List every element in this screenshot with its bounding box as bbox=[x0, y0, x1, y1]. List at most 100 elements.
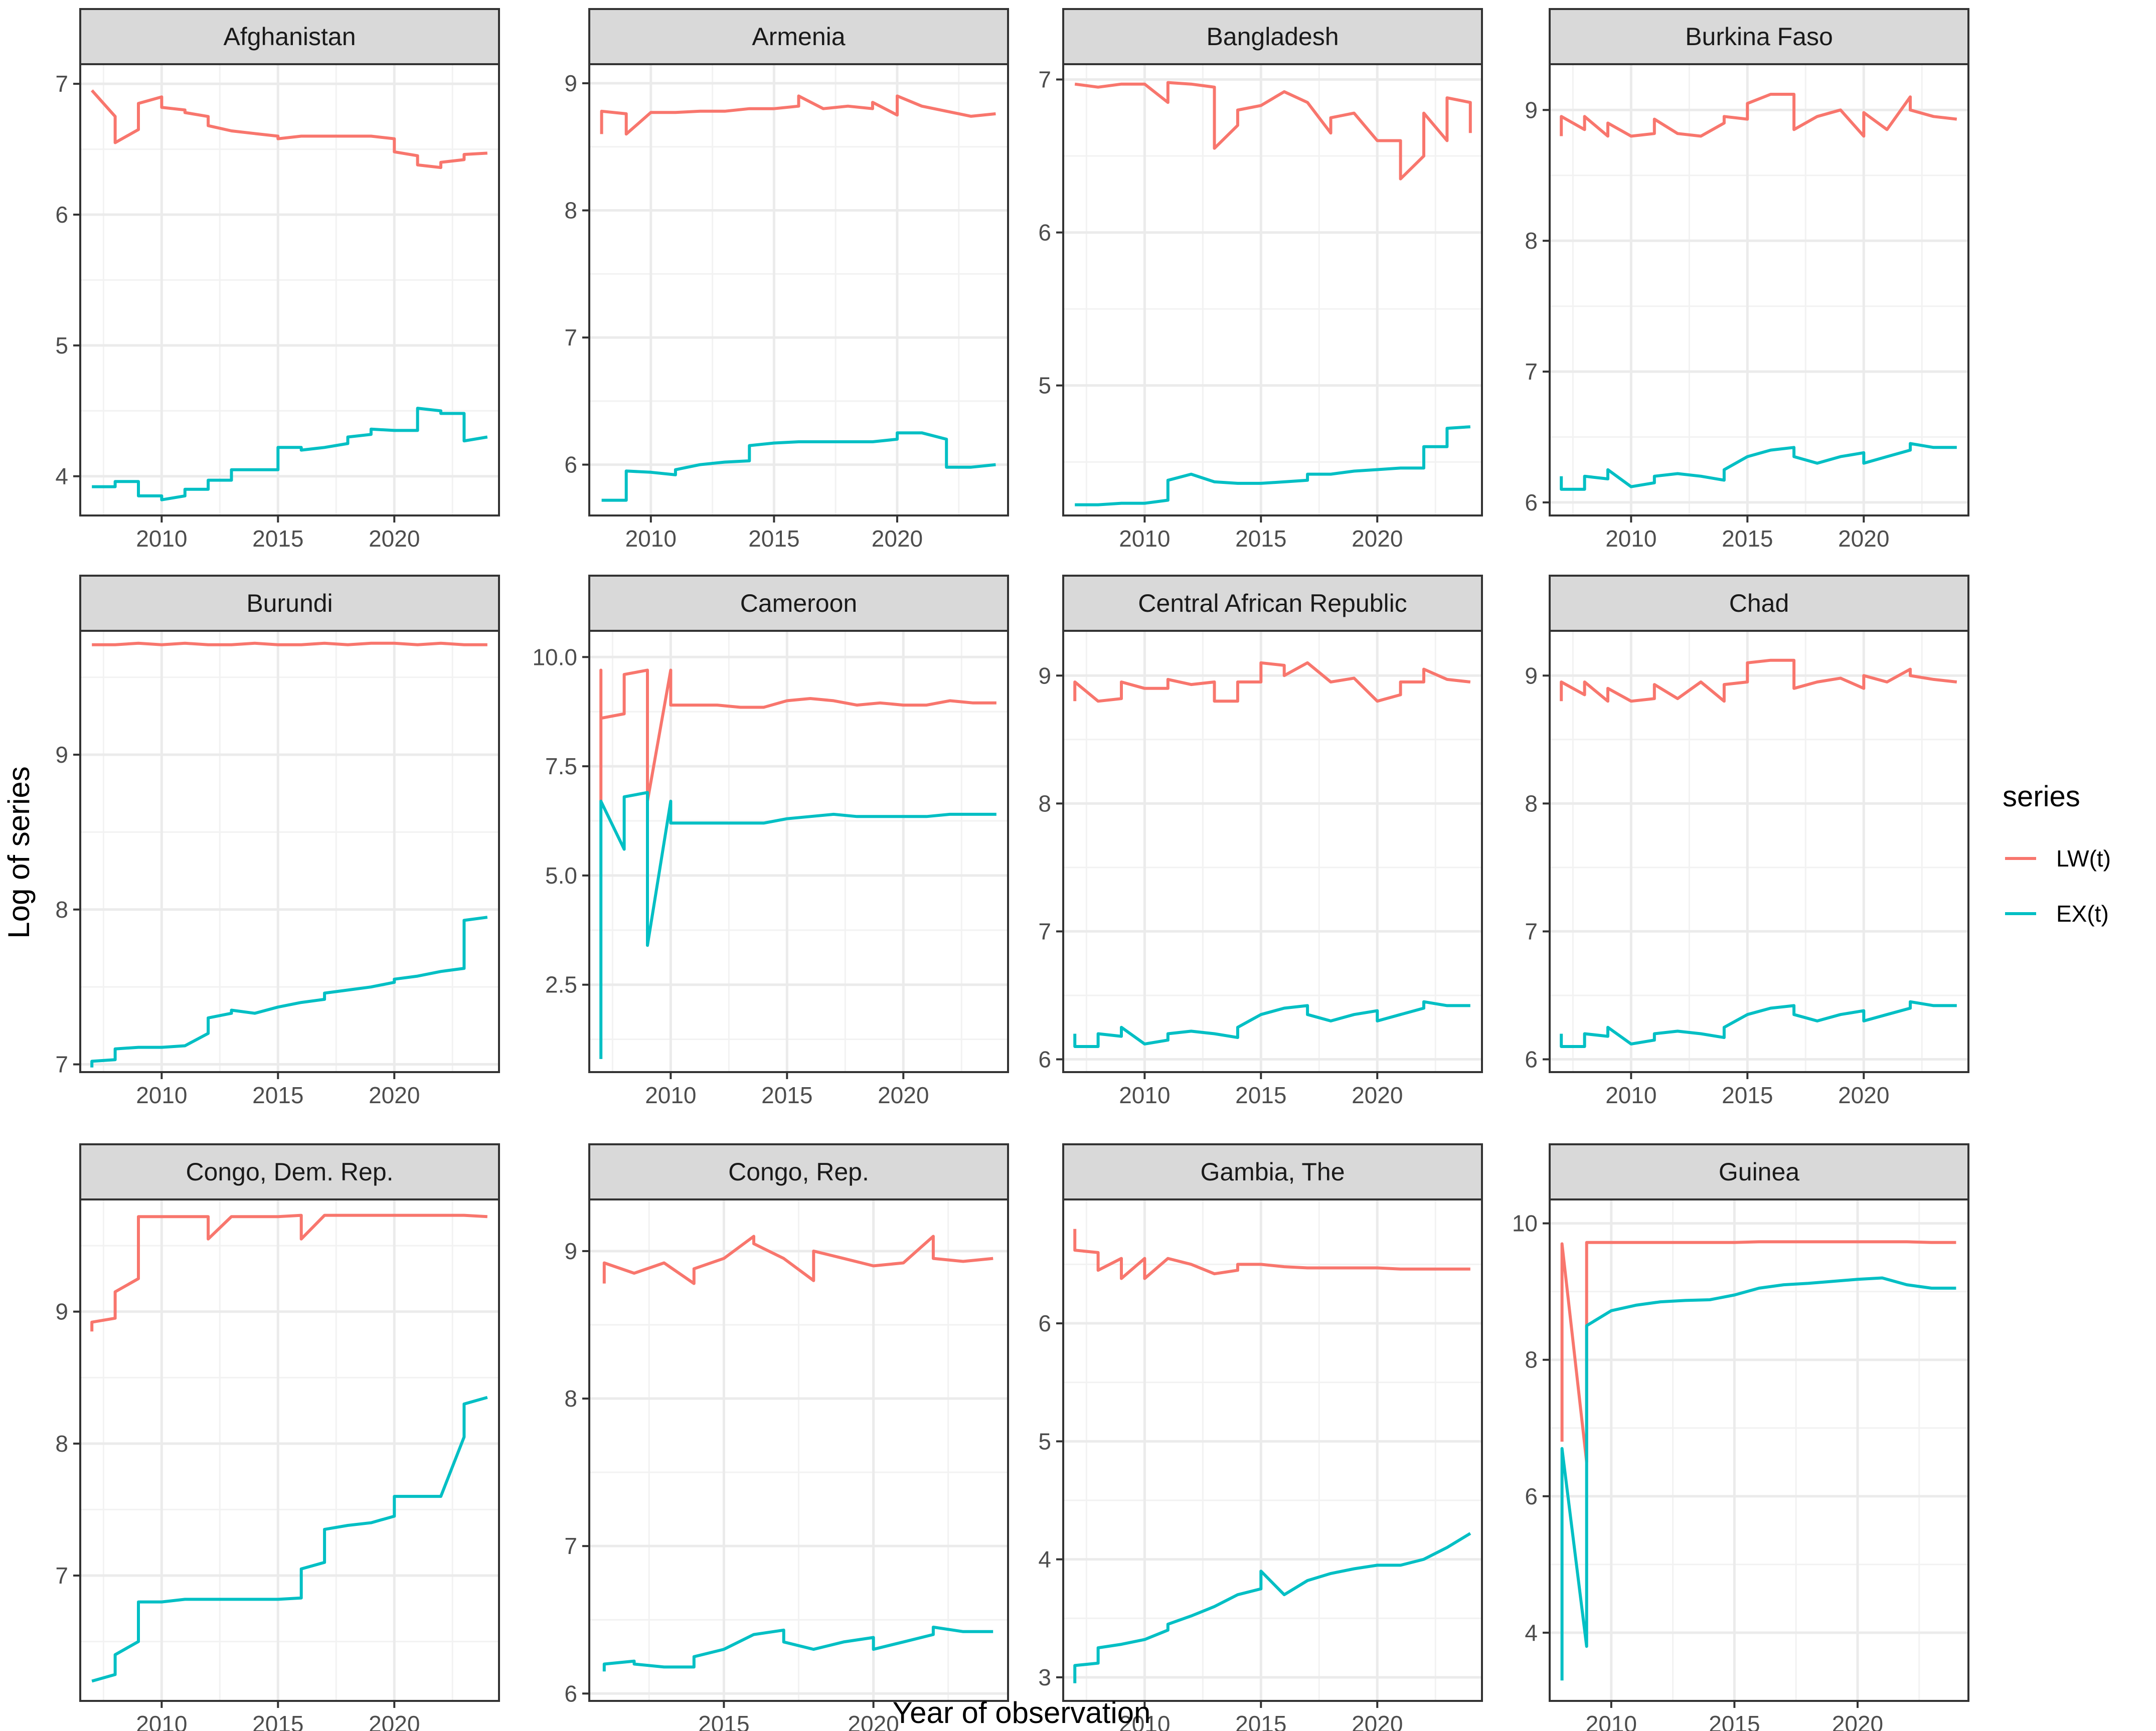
x-tick-label: 2015 bbox=[1722, 526, 1773, 552]
x-tick-label: 2015 bbox=[1235, 526, 1286, 552]
y-tick-label: 7 bbox=[1038, 918, 1051, 944]
panel-strip bbox=[588, 8, 1009, 65]
series-line-ex-t bbox=[92, 407, 488, 501]
series-line-lw-t bbox=[599, 668, 997, 803]
y-tick-label: 10.0 bbox=[532, 644, 577, 670]
y-tick-label: 6 bbox=[1525, 1046, 1538, 1072]
panel-strip bbox=[1062, 8, 1483, 65]
series-line-ex-t bbox=[599, 791, 997, 1059]
panel-title: Chad bbox=[1729, 589, 1789, 617]
series-line-ex-t bbox=[1560, 1000, 1957, 1048]
y-tick-label: 4 bbox=[1525, 1620, 1538, 1646]
y-tick-label: 7.5 bbox=[545, 753, 577, 779]
plot-background bbox=[80, 1199, 499, 1701]
panel-title: Bangladesh bbox=[1206, 23, 1339, 51]
plot-background bbox=[80, 631, 499, 1072]
panel-title: Central African Republic bbox=[1138, 589, 1407, 617]
x-tick-label: 2015 bbox=[252, 1082, 303, 1108]
panel-burundi: Burundi 2010 2015 2020 7 8 9 bbox=[55, 575, 500, 1108]
y-tick-label: 6 bbox=[1038, 1310, 1051, 1336]
panel-border bbox=[588, 1198, 1009, 1702]
panel-strip bbox=[79, 575, 500, 632]
panel-border bbox=[1549, 1198, 1969, 1702]
series-line-lw-t bbox=[92, 641, 487, 646]
x-tick-label: 2020 bbox=[878, 1082, 929, 1108]
y-tick-label: 7 bbox=[564, 324, 577, 351]
y-tick-label: 8 bbox=[1525, 228, 1538, 254]
x-tick-label: 2020 bbox=[848, 1711, 899, 1731]
y-tick-label: 7 bbox=[1525, 918, 1538, 944]
panel-border bbox=[1062, 1198, 1483, 1702]
x-tick-label: 2020 bbox=[369, 526, 420, 552]
x-tick-label: 2010 bbox=[136, 1082, 187, 1108]
y-tick-label: 8 bbox=[1525, 790, 1538, 816]
panel-title: Congo, Rep. bbox=[728, 1158, 869, 1186]
y-tick-label: 9 bbox=[55, 1299, 68, 1325]
panel-afghanistan: Afghanistan 2010 2015 2020 4 5 6 7 bbox=[55, 8, 500, 552]
plot-background bbox=[1063, 64, 1482, 515]
x-tick-label: 2020 bbox=[872, 526, 923, 552]
plot-background bbox=[1550, 64, 1968, 515]
series-line-lw-t bbox=[1073, 1229, 1470, 1280]
y-tick-label: 9 bbox=[564, 70, 577, 96]
x-tick-label: 2010 bbox=[1119, 1711, 1170, 1731]
y-tick-label: 7 bbox=[55, 1563, 68, 1589]
panel-strip bbox=[1062, 1143, 1483, 1200]
x-tick-label: 2010 bbox=[1605, 1082, 1656, 1108]
y-tick-label: 6 bbox=[1525, 1483, 1538, 1509]
panel-border bbox=[1549, 63, 1969, 516]
y-tick-label: 3 bbox=[1038, 1664, 1051, 1690]
panel-strip bbox=[1062, 575, 1483, 632]
x-tick-label: 2015 bbox=[698, 1711, 749, 1731]
panel-border bbox=[79, 1198, 500, 1702]
series-line-ex-t bbox=[601, 431, 996, 502]
panel-border bbox=[1062, 630, 1483, 1073]
panel-title: Gambia, The bbox=[1200, 1158, 1345, 1186]
x-tick-label: 2020 bbox=[1838, 526, 1889, 552]
panel-border bbox=[79, 63, 500, 516]
panel-border bbox=[1549, 630, 1969, 1073]
x-tick-label: 2010 bbox=[645, 1082, 696, 1108]
x-tick-label: 2010 bbox=[1119, 526, 1170, 552]
y-tick-label: 9 bbox=[1038, 662, 1051, 688]
x-tick-label: 2015 bbox=[1235, 1711, 1286, 1731]
plot-background bbox=[1550, 631, 1968, 1072]
y-tick-label: 8 bbox=[55, 897, 68, 923]
plot-background bbox=[589, 631, 1008, 1072]
y-tick-label: 6 bbox=[564, 1680, 577, 1706]
series-line-ex-t bbox=[1560, 1276, 1956, 1681]
series-line-ex-t bbox=[602, 1625, 993, 1672]
panel-burkina-faso: Burkina Faso 2010 2015 2020 6 7 8 9 bbox=[1525, 8, 1969, 552]
y-tick-label: 6 bbox=[1038, 220, 1051, 246]
series-line-ex-t bbox=[91, 1396, 488, 1683]
x-tick-label: 2010 bbox=[136, 1711, 187, 1731]
panel-title: Afghanistan bbox=[223, 23, 356, 51]
y-tick-label: 8 bbox=[55, 1431, 68, 1457]
y-tick-label: 6 bbox=[564, 452, 577, 478]
panel-strip bbox=[79, 1143, 500, 1200]
x-tick-label: 2015 bbox=[761, 1082, 812, 1108]
x-tick-label: 2020 bbox=[1352, 1711, 1403, 1731]
x-tick-label: 2020 bbox=[369, 1082, 420, 1108]
panel-central-african-republic: Central African Republic 2010 2015 2020 6 7 8 9 bbox=[1038, 575, 1483, 1108]
series-line-ex-t bbox=[90, 916, 488, 1068]
y-tick-label: 5 bbox=[1038, 1428, 1051, 1454]
panel-strip bbox=[1549, 575, 1969, 632]
x-tick-label: 2020 bbox=[1352, 526, 1403, 552]
plot-background bbox=[1063, 631, 1482, 1072]
series-line-ex-t bbox=[1560, 442, 1957, 491]
y-tick-label: 6 bbox=[1038, 1046, 1051, 1072]
plot-background bbox=[1063, 1199, 1482, 1701]
y-tick-label: 6 bbox=[1525, 489, 1538, 515]
x-tick-label: 2020 bbox=[1352, 1082, 1403, 1108]
plot-background bbox=[80, 64, 499, 515]
x-tick-label: 2010 bbox=[1119, 1082, 1170, 1108]
panel-strip bbox=[79, 8, 500, 65]
series-line-ex-t bbox=[1073, 1000, 1470, 1048]
x-tick-label: 2015 bbox=[252, 1711, 303, 1731]
panel-border bbox=[588, 63, 1009, 516]
series-line-lw-t bbox=[1560, 658, 1957, 703]
y-tick-label: 9 bbox=[564, 1238, 577, 1264]
series-line-ex-t bbox=[1075, 425, 1470, 506]
panel-strip bbox=[588, 1143, 1009, 1200]
